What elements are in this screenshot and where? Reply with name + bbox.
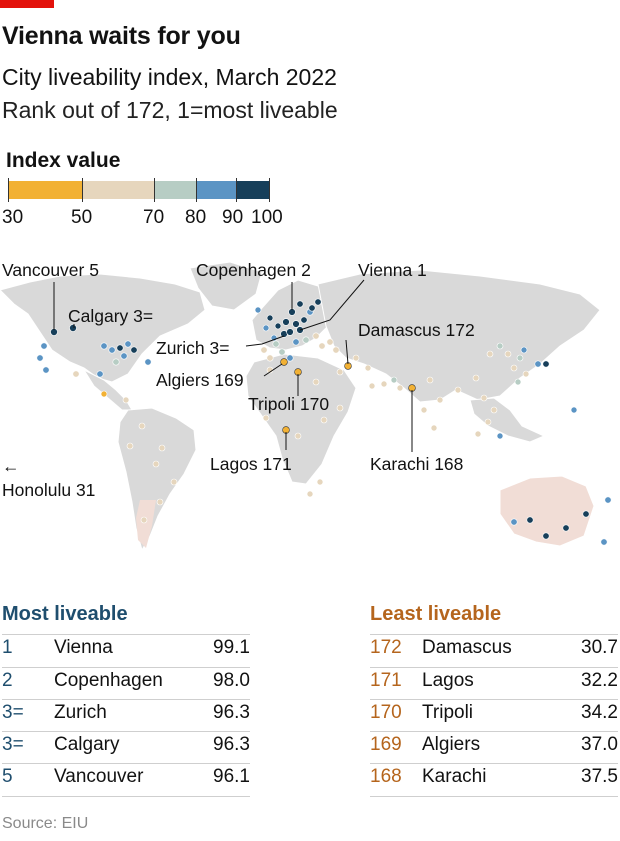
legend-title: Index value: [6, 149, 121, 172]
least-liveable-title: Least liveable: [370, 603, 502, 625]
table-row: 3= Zurich 96.3: [2, 702, 250, 732]
city: Copenhagen: [54, 670, 163, 691]
legend-bin-50-70: [82, 181, 154, 199]
rank: 2: [2, 670, 13, 691]
value: 30.7: [581, 637, 618, 658]
legend-tick-30: 30: [2, 207, 24, 228]
table-row: 3= Calgary 96.3: [2, 734, 250, 764]
rank: 1: [2, 637, 13, 658]
world-map: Vancouver 5 Calgary 3= Copenhagen 2 Vien…: [0, 260, 612, 552]
table-row: 171 Lagos 32.2: [370, 670, 618, 700]
table-row: 169 Algiers 37.0: [370, 734, 618, 764]
value: 96.1: [213, 766, 250, 787]
most-liveable-title: Most liveable: [2, 603, 128, 625]
table-row: 1 Vienna 99.1: [2, 637, 250, 667]
city-dots: [36, 298, 612, 546]
legend-bin-70-80: [154, 181, 196, 199]
australia: [499, 475, 595, 547]
source-note: Source: EIU: [2, 815, 89, 832]
label-honolulu: Honolulu 31: [2, 480, 95, 500]
brand-bar: [0, 0, 54, 8]
legend-bin-80-90: [196, 181, 236, 199]
rank: 3=: [2, 702, 24, 723]
value: 37.5: [581, 766, 618, 787]
asia: [317, 269, 601, 403]
city: Lagos: [422, 670, 474, 691]
value: 99.1: [213, 637, 250, 658]
legend-tick-100: 100: [251, 207, 283, 228]
label-zurich: Zurich 3=: [156, 338, 229, 358]
city-dot-algiers: [280, 358, 288, 366]
legend-bin-30-50: [8, 181, 82, 199]
table-row: 172 Damascus 30.7: [370, 637, 618, 667]
legend-tick-90: 90: [222, 207, 244, 228]
rank: 168: [370, 766, 402, 787]
value: 32.2: [581, 670, 618, 691]
legend-tick-50: 50: [71, 207, 93, 228]
city: Damascus: [422, 637, 512, 658]
north-america: [0, 273, 206, 383]
label-damascus: Damascus 172: [358, 320, 475, 340]
table-row: 5 Vancouver 96.1: [2, 766, 250, 796]
rank: 5: [2, 766, 13, 787]
rank: 171: [370, 670, 402, 691]
leader-lines: [53, 279, 413, 452]
label-karachi: Karachi 168: [370, 454, 463, 474]
city: Tripoli: [422, 702, 474, 723]
chart-title: Vienna waits for you: [2, 22, 241, 50]
rank: 169: [370, 734, 402, 755]
land-masses: [0, 261, 601, 552]
label-calgary: Calgary 3=: [68, 306, 153, 326]
label-vancouver: Vancouver 5: [2, 260, 99, 280]
legend-bin-90-100: [236, 181, 270, 199]
patagonia: [136, 500, 156, 548]
label-tripoli: Tripoli 170: [248, 394, 329, 414]
arrow-left-icon: ←: [2, 456, 20, 476]
city: Calgary: [54, 734, 120, 755]
rank: 170: [370, 702, 402, 723]
city: Karachi: [422, 766, 487, 787]
south-america: [117, 407, 197, 552]
label-lagos: Lagos 171: [210, 454, 292, 474]
rank: 3=: [2, 734, 24, 755]
city: Vienna: [54, 637, 113, 658]
chart-subtitle: City liveability index, March 2022: [2, 64, 337, 90]
label-copenhagen: Copenhagen 2: [196, 260, 311, 280]
label-algiers: Algiers 169: [156, 370, 244, 390]
value: 96.3: [213, 702, 250, 723]
city: Algiers: [422, 734, 481, 755]
southeast-asia: [469, 397, 546, 443]
table-row: 168 Karachi 37.5: [370, 766, 618, 796]
greenland: [189, 261, 263, 311]
value: 96.3: [213, 734, 250, 755]
value: 37.0: [581, 734, 618, 755]
table-row: 170 Tripoli 34.2: [370, 702, 618, 732]
value: 98.0: [213, 670, 250, 691]
map-labels: Vancouver 5 Calgary 3= Copenhagen 2 Vien…: [2, 260, 475, 500]
value: 34.2: [581, 702, 618, 723]
legend-tick-70: 70: [143, 207, 165, 228]
rank: 172: [370, 637, 402, 658]
legend-scale: [8, 178, 270, 202]
city: Vancouver: [54, 766, 144, 787]
table-row: 2 Copenhagen 98.0: [2, 670, 250, 700]
city: Zurich: [54, 702, 107, 723]
label-vienna: Vienna 1: [358, 260, 427, 280]
city-dot-calgary: [69, 324, 77, 332]
legend-tick-80: 80: [185, 207, 207, 228]
africa: [245, 353, 357, 485]
chart-subtitle-rank: Rank out of 172, 1=most liveable: [2, 97, 338, 123]
